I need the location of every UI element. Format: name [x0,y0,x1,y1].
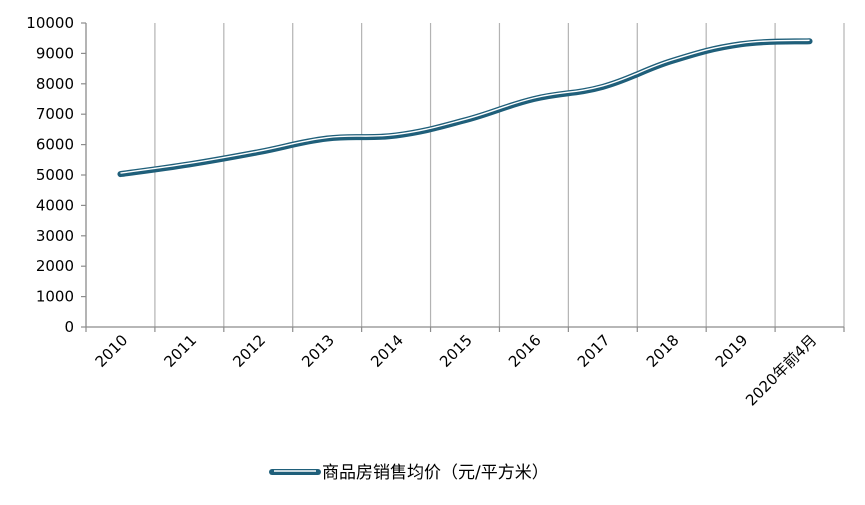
y-tick-label: 9000 [36,44,74,62]
y-tick-label: 4000 [36,196,74,214]
x-tick-label: 2012 [229,331,269,371]
x-tick-label: 2014 [367,331,407,371]
y-tick-label: 6000 [36,136,74,154]
x-tick-label: 2016 [505,331,545,371]
y-tick-label: 8000 [36,75,74,93]
x-tick-label: 2010 [92,331,132,371]
x-tick-label: 2018 [643,331,683,371]
vertical-gridlines [85,23,845,327]
series-line-highlight [120,39,810,174]
series-layer [117,38,813,178]
y-axis-tick-labels: 0 1000 2000 3000 4000 5000 6000 7000 8000 9000 100… [26,14,74,336]
y-tick-label: 7000 [36,105,74,123]
x-tick-label: 2017 [574,331,614,371]
x-tick-label: 2019 [712,331,752,371]
y-tick-label: 0 [64,318,74,336]
y-tick-label: 3000 [36,227,74,245]
x-tick-label: 2013 [298,331,338,371]
y-tick-label: 10000 [26,14,74,32]
axes [81,22,845,332]
y-tick-label: 1000 [36,288,74,306]
legend: 商品房销售均价（元/平方米） [269,463,549,483]
x-tick-label: 2020年前4月 [742,331,820,409]
legend-label: 商品房销售均价（元/平方米） [322,463,549,483]
x-tick-label: 2011 [160,331,200,371]
y-tick-label: 5000 [36,166,74,184]
x-axis-tick-labels: 2010 2011 2012 2013 2014 2015 2016 2017 2018 2019… [92,331,821,409]
y-tick-label: 2000 [36,257,74,275]
x-tick-label: 2015 [436,331,476,371]
